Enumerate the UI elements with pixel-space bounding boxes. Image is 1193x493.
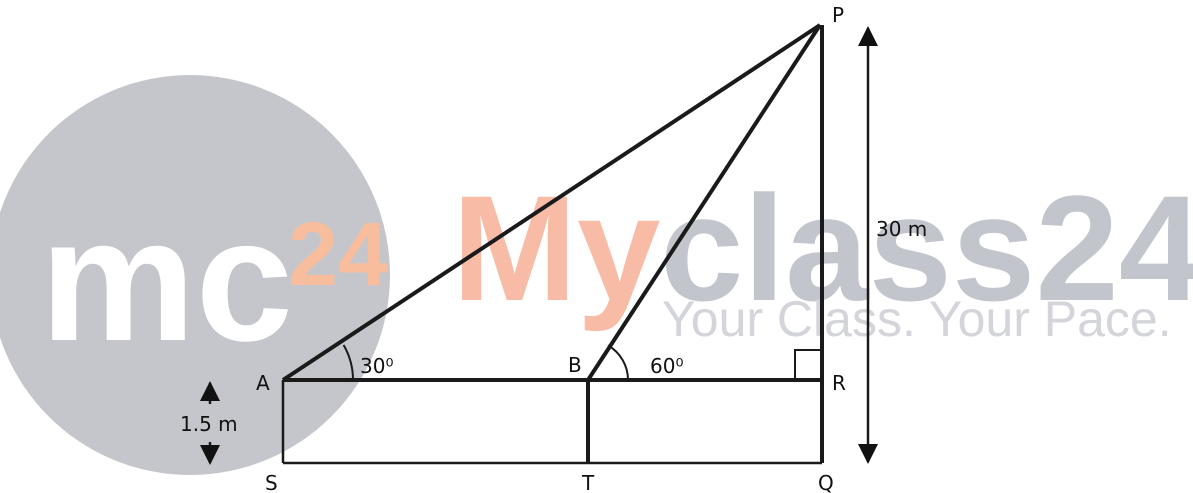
watermark: mc 24 My class24 Your Class. Your Pace. (0, 75, 1193, 475)
angle-label: 30⁰ (360, 354, 393, 378)
watermark-brand: My (452, 164, 660, 332)
point-label: Q (818, 471, 834, 493)
figure (200, 23, 878, 465)
watermark-brand: class24 (660, 164, 1193, 332)
point-label: S (265, 471, 278, 493)
length-label: 1.5 m (180, 412, 238, 436)
point-label: T (581, 471, 595, 493)
watermark-logo: mc (40, 183, 293, 378)
length-label: 30 m (876, 217, 927, 241)
point-label: P (832, 3, 844, 27)
angle-arc-b (607, 344, 629, 381)
point-label: A (256, 371, 270, 395)
watermark-tagline: Your Class. Your Pace. (662, 291, 1172, 347)
angle-arc-a (342, 344, 354, 381)
line-ap (281, 23, 822, 382)
angle-label: 60⁰ (650, 354, 683, 378)
line-bp (586, 23, 822, 382)
point-label: B (568, 353, 582, 377)
right-angle (794, 349, 822, 380)
watermark-logo-number: 24 (288, 205, 388, 305)
point-label: R (832, 371, 846, 395)
